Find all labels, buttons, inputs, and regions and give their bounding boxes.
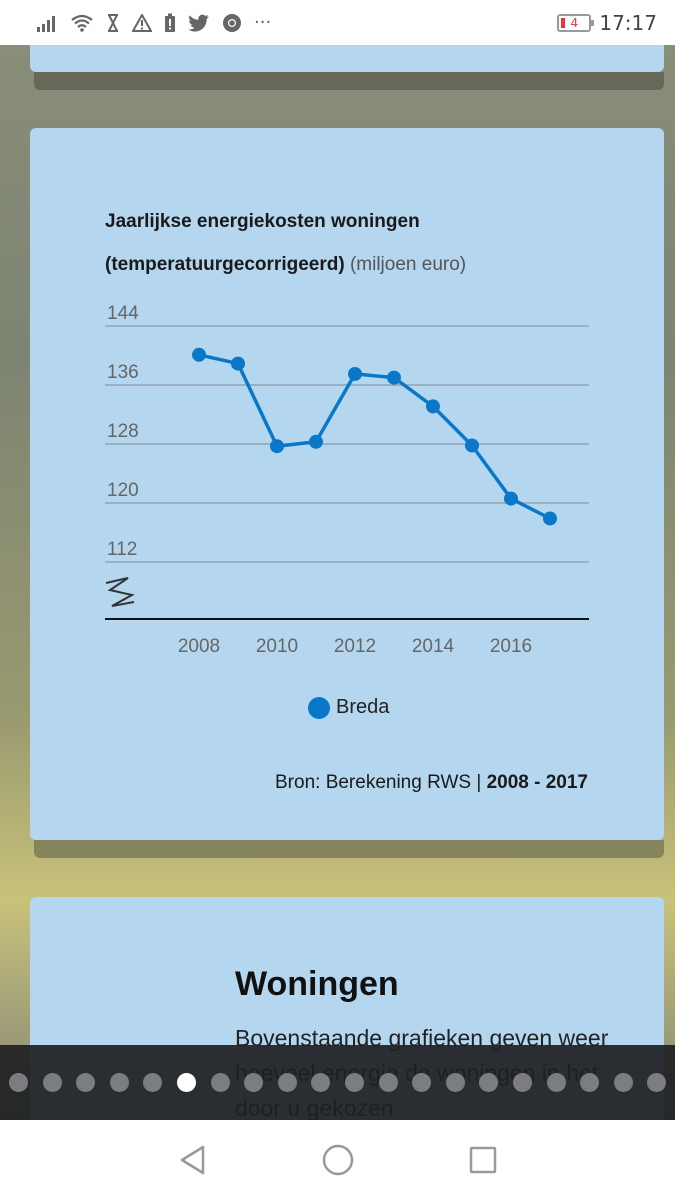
series-line-breda bbox=[198, 353, 551, 521]
card-shadow bbox=[34, 72, 664, 90]
hourglass-icon bbox=[108, 13, 118, 32]
section-title: Woningen bbox=[235, 965, 399, 1003]
data-point-2016[interactable] bbox=[504, 491, 518, 506]
y-tick-label-128: 128 bbox=[107, 421, 139, 442]
chart-title-line-1: Jaarlijkse energiekosten woningen bbox=[105, 211, 420, 232]
page-dot[interactable] bbox=[546, 1073, 566, 1092]
y-tick-label-136: 136 bbox=[107, 362, 139, 383]
axis-break-icon bbox=[105, 577, 135, 607]
y-tick-label-144: 144 bbox=[107, 303, 139, 324]
source-period: 2008 - 2017 bbox=[486, 772, 588, 793]
x-tick-label-2014: 2014 bbox=[412, 636, 455, 657]
legend: Breda bbox=[308, 696, 389, 719]
x-tick-labels: 2008 2010 2012 2014 2016 bbox=[178, 636, 532, 657]
page-dot[interactable] bbox=[76, 1073, 96, 1092]
y-tick-label-112: 112 bbox=[107, 539, 137, 560]
data-point-2015[interactable] bbox=[465, 438, 479, 453]
page-dot[interactable] bbox=[9, 1073, 28, 1092]
chart-title-line-2: (temperatuurgecorrigeerd) bbox=[105, 254, 345, 275]
page-dot[interactable] bbox=[445, 1073, 465, 1092]
page-dot[interactable] bbox=[580, 1073, 600, 1092]
data-point-2010[interactable] bbox=[270, 439, 284, 454]
status-right: 4 17:17 bbox=[557, 11, 657, 35]
legend-label-breda: Breda bbox=[336, 696, 390, 718]
line-chart: 112 120 128 136 144 2008 2010 2012 2014 2016 bbox=[105, 303, 589, 657]
x-tick-label-2016: 2016 bbox=[490, 636, 532, 657]
recents-button[interactable] bbox=[463, 1140, 503, 1180]
page-dot[interactable] bbox=[109, 1073, 129, 1092]
x-tick-label-2010: 2010 bbox=[256, 636, 298, 657]
legend-marker-breda bbox=[308, 696, 330, 719]
page-dot[interactable] bbox=[344, 1073, 364, 1092]
battery-level: 4 bbox=[570, 15, 579, 30]
clock: 17:17 bbox=[599, 10, 657, 35]
wifi-icon bbox=[71, 14, 93, 32]
page-dot[interactable] bbox=[412, 1073, 432, 1092]
data-point-2009[interactable] bbox=[231, 356, 245, 371]
data-point-2008[interactable] bbox=[192, 347, 206, 362]
page-dot[interactable] bbox=[647, 1073, 667, 1092]
card-shadow bbox=[34, 840, 664, 858]
page-indicator bbox=[0, 1045, 675, 1120]
chart-unit: (miljoen euro) bbox=[349, 254, 467, 275]
page-dot[interactable] bbox=[244, 1073, 264, 1092]
status-icons: ··· bbox=[36, 12, 271, 33]
source-note: Bron: Berekening RWS | 2008 - 2017 bbox=[275, 772, 588, 794]
battery-icon: 4 bbox=[557, 13, 595, 32]
page-dot[interactable] bbox=[277, 1073, 297, 1092]
recents-icon bbox=[469, 1146, 496, 1174]
page-dot[interactable] bbox=[143, 1073, 163, 1092]
more-icon: ··· bbox=[254, 12, 272, 33]
data-point-2017[interactable] bbox=[543, 511, 557, 526]
page-dot[interactable] bbox=[311, 1073, 331, 1092]
page-dot[interactable] bbox=[512, 1073, 532, 1092]
source-prefix: Bron: Berekening RWS | bbox=[275, 772, 482, 793]
page-dot[interactable] bbox=[42, 1073, 62, 1092]
home-icon bbox=[322, 1144, 353, 1176]
home-button[interactable] bbox=[318, 1140, 358, 1180]
chrome-icon bbox=[223, 13, 241, 32]
previous-card bbox=[30, 45, 664, 72]
status-bar: ··· 4 17:17 bbox=[0, 0, 675, 45]
x-tick-label-2012: 2012 bbox=[334, 636, 376, 657]
x-tick-label-2008: 2008 bbox=[178, 636, 220, 657]
page-dot-active[interactable] bbox=[176, 1073, 196, 1092]
data-points bbox=[192, 347, 557, 526]
data-point-2013[interactable] bbox=[387, 370, 401, 385]
battery-alert-icon bbox=[165, 13, 175, 32]
page-dot[interactable] bbox=[613, 1073, 633, 1092]
y-tick-labels: 112 120 128 136 144 bbox=[107, 303, 139, 560]
back-icon bbox=[180, 1145, 204, 1175]
page-dot[interactable] bbox=[210, 1073, 230, 1092]
y-tick-label-120: 120 bbox=[107, 480, 139, 501]
navigation-bar bbox=[0, 1120, 675, 1200]
warning-icon bbox=[132, 13, 152, 32]
chart-title: Jaarlijkse energiekosten woningen (tempe… bbox=[105, 200, 625, 286]
data-point-2012[interactable] bbox=[348, 366, 362, 381]
grid-lines bbox=[105, 325, 589, 563]
page-dot[interactable] bbox=[378, 1073, 398, 1092]
data-point-2014[interactable] bbox=[426, 399, 440, 414]
chart-card: Jaarlijkse energiekosten woningen (tempe… bbox=[30, 128, 664, 840]
twitter-icon bbox=[188, 14, 209, 31]
back-button[interactable] bbox=[173, 1140, 213, 1180]
signal-icon bbox=[37, 15, 55, 32]
page-dot[interactable] bbox=[479, 1073, 499, 1092]
data-point-2011[interactable] bbox=[309, 434, 323, 449]
